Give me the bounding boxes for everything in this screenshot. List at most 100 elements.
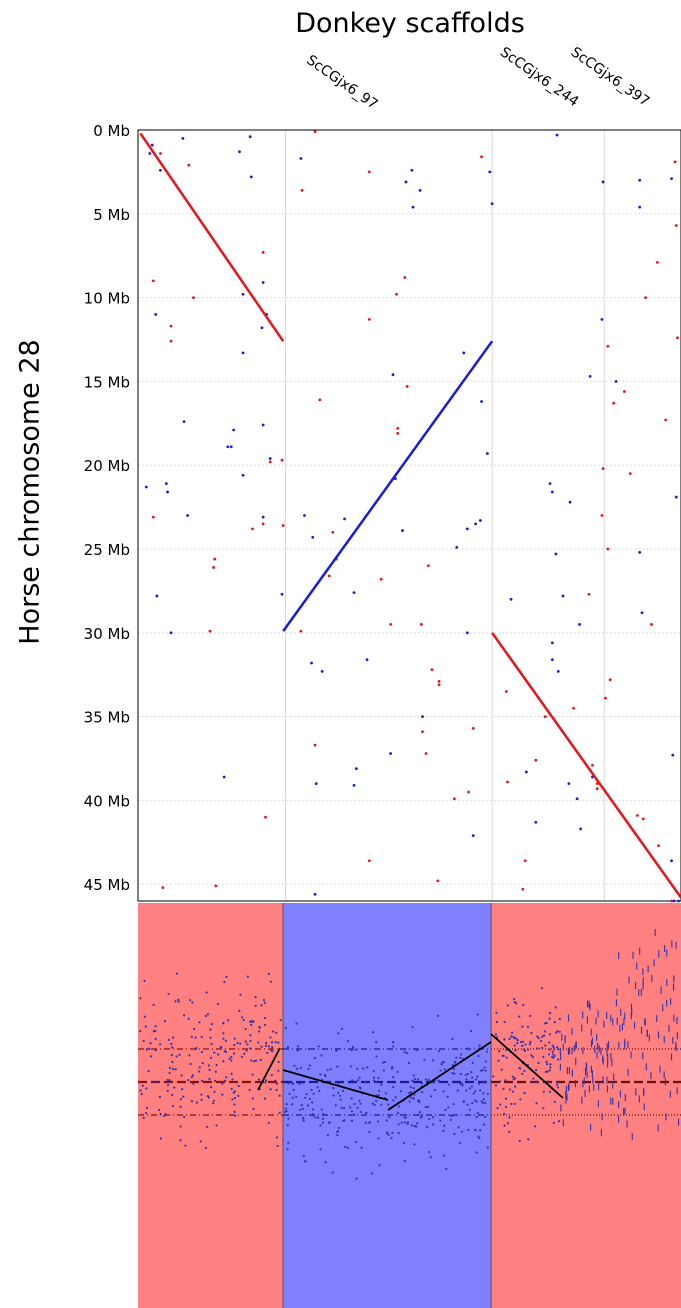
profile-point <box>314 1116 317 1119</box>
profile-point <box>249 1039 252 1043</box>
profile-point <box>334 1104 337 1107</box>
red-point <box>601 467 605 470</box>
profile-point <box>200 1050 204 1054</box>
profile-point <box>387 1103 390 1106</box>
profile-point <box>429 1156 432 1159</box>
profile-point <box>308 1064 312 1067</box>
profile-point <box>224 1079 227 1083</box>
profile-point <box>392 1045 395 1048</box>
blue-point <box>401 529 404 532</box>
y-tick-label: 40 Mb <box>84 792 130 810</box>
profile-point <box>521 1040 525 1043</box>
profile-point <box>293 1064 296 1067</box>
red-point <box>161 886 165 889</box>
profile-point <box>484 1081 487 1084</box>
profile-point <box>511 1075 515 1078</box>
profile-point <box>331 1171 334 1174</box>
profile-point <box>295 1095 298 1098</box>
profile-point <box>339 1098 342 1101</box>
profile-point <box>466 1103 469 1106</box>
profile-point <box>408 1100 411 1103</box>
blue-point <box>554 552 558 556</box>
region-2 <box>283 903 491 1308</box>
profile-point <box>423 1058 426 1061</box>
profile-point <box>484 1069 487 1072</box>
profile-point <box>380 1083 383 1086</box>
profile-point <box>479 1069 483 1072</box>
profile-point <box>377 1094 380 1097</box>
trend-segment <box>257 1047 281 1091</box>
profile-point <box>233 1037 236 1040</box>
profile-point <box>296 1045 300 1048</box>
blue-point <box>601 180 605 184</box>
blue-point <box>261 281 265 284</box>
profile-point <box>513 1077 517 1080</box>
profile-point <box>232 1091 235 1094</box>
profile-point <box>240 1055 244 1058</box>
blue-point <box>548 482 552 486</box>
profile-point <box>548 1017 551 1020</box>
blue-point <box>561 594 565 598</box>
profile-point <box>371 1102 374 1105</box>
y-tick-label: 25 Mb <box>84 541 130 559</box>
profile-point <box>213 1051 216 1054</box>
profile-point <box>279 1019 282 1022</box>
profile-point <box>221 1093 224 1096</box>
profile-point <box>484 1101 487 1105</box>
profile-point <box>482 1123 486 1126</box>
profile-point <box>179 1125 182 1128</box>
profile-point <box>530 1031 533 1035</box>
blue-point <box>280 592 284 596</box>
profile-point <box>276 1144 279 1148</box>
profile-point <box>242 1019 245 1022</box>
profile-point <box>270 1041 274 1044</box>
profile-point <box>177 1000 180 1003</box>
profile-point <box>301 1081 304 1084</box>
blue-point <box>150 143 154 147</box>
profile-point <box>171 1068 175 1071</box>
profile-point <box>500 1068 503 1071</box>
blue-point <box>465 631 469 635</box>
profile-point <box>536 1047 539 1050</box>
profile-point <box>549 1066 552 1069</box>
profile-point <box>443 1068 446 1071</box>
profile-point <box>184 1144 187 1147</box>
profile-point <box>502 1112 506 1116</box>
profile-point <box>505 1048 508 1051</box>
red-point <box>280 458 284 462</box>
profile-point <box>552 1053 555 1056</box>
profile-point <box>214 1070 217 1073</box>
profile-point <box>406 1122 409 1126</box>
profile-point <box>475 1115 478 1119</box>
profile-point <box>403 1121 406 1124</box>
profile-point <box>337 1032 340 1035</box>
profile-point <box>298 1082 301 1085</box>
profile-point <box>544 1070 548 1073</box>
profile-point <box>291 1081 294 1085</box>
profile-point <box>250 1023 253 1026</box>
profile-point <box>513 1044 516 1047</box>
y-tick-label: 5 Mb <box>93 206 130 224</box>
profile-point <box>231 1098 234 1101</box>
profile-point <box>527 1138 530 1141</box>
profile-point <box>518 1066 521 1070</box>
profile-point <box>475 1151 478 1154</box>
profile-point <box>183 1115 186 1118</box>
profile-point <box>383 1060 387 1064</box>
blue-point <box>169 631 173 635</box>
profile-point <box>143 979 146 982</box>
profile-point <box>159 1137 162 1140</box>
profile-point <box>392 1099 395 1102</box>
profile-point <box>548 1011 552 1014</box>
profile-point <box>208 1077 211 1081</box>
profile-point <box>479 1089 482 1092</box>
blue-point <box>352 783 356 787</box>
profile-point <box>460 1053 463 1056</box>
profile-point <box>391 1065 394 1069</box>
profile-point <box>474 1078 478 1081</box>
profile-point <box>286 1124 289 1127</box>
profile-point <box>350 1119 354 1122</box>
profile-point <box>300 1104 303 1107</box>
profile-point <box>411 1026 414 1029</box>
profile-point <box>477 1054 480 1058</box>
